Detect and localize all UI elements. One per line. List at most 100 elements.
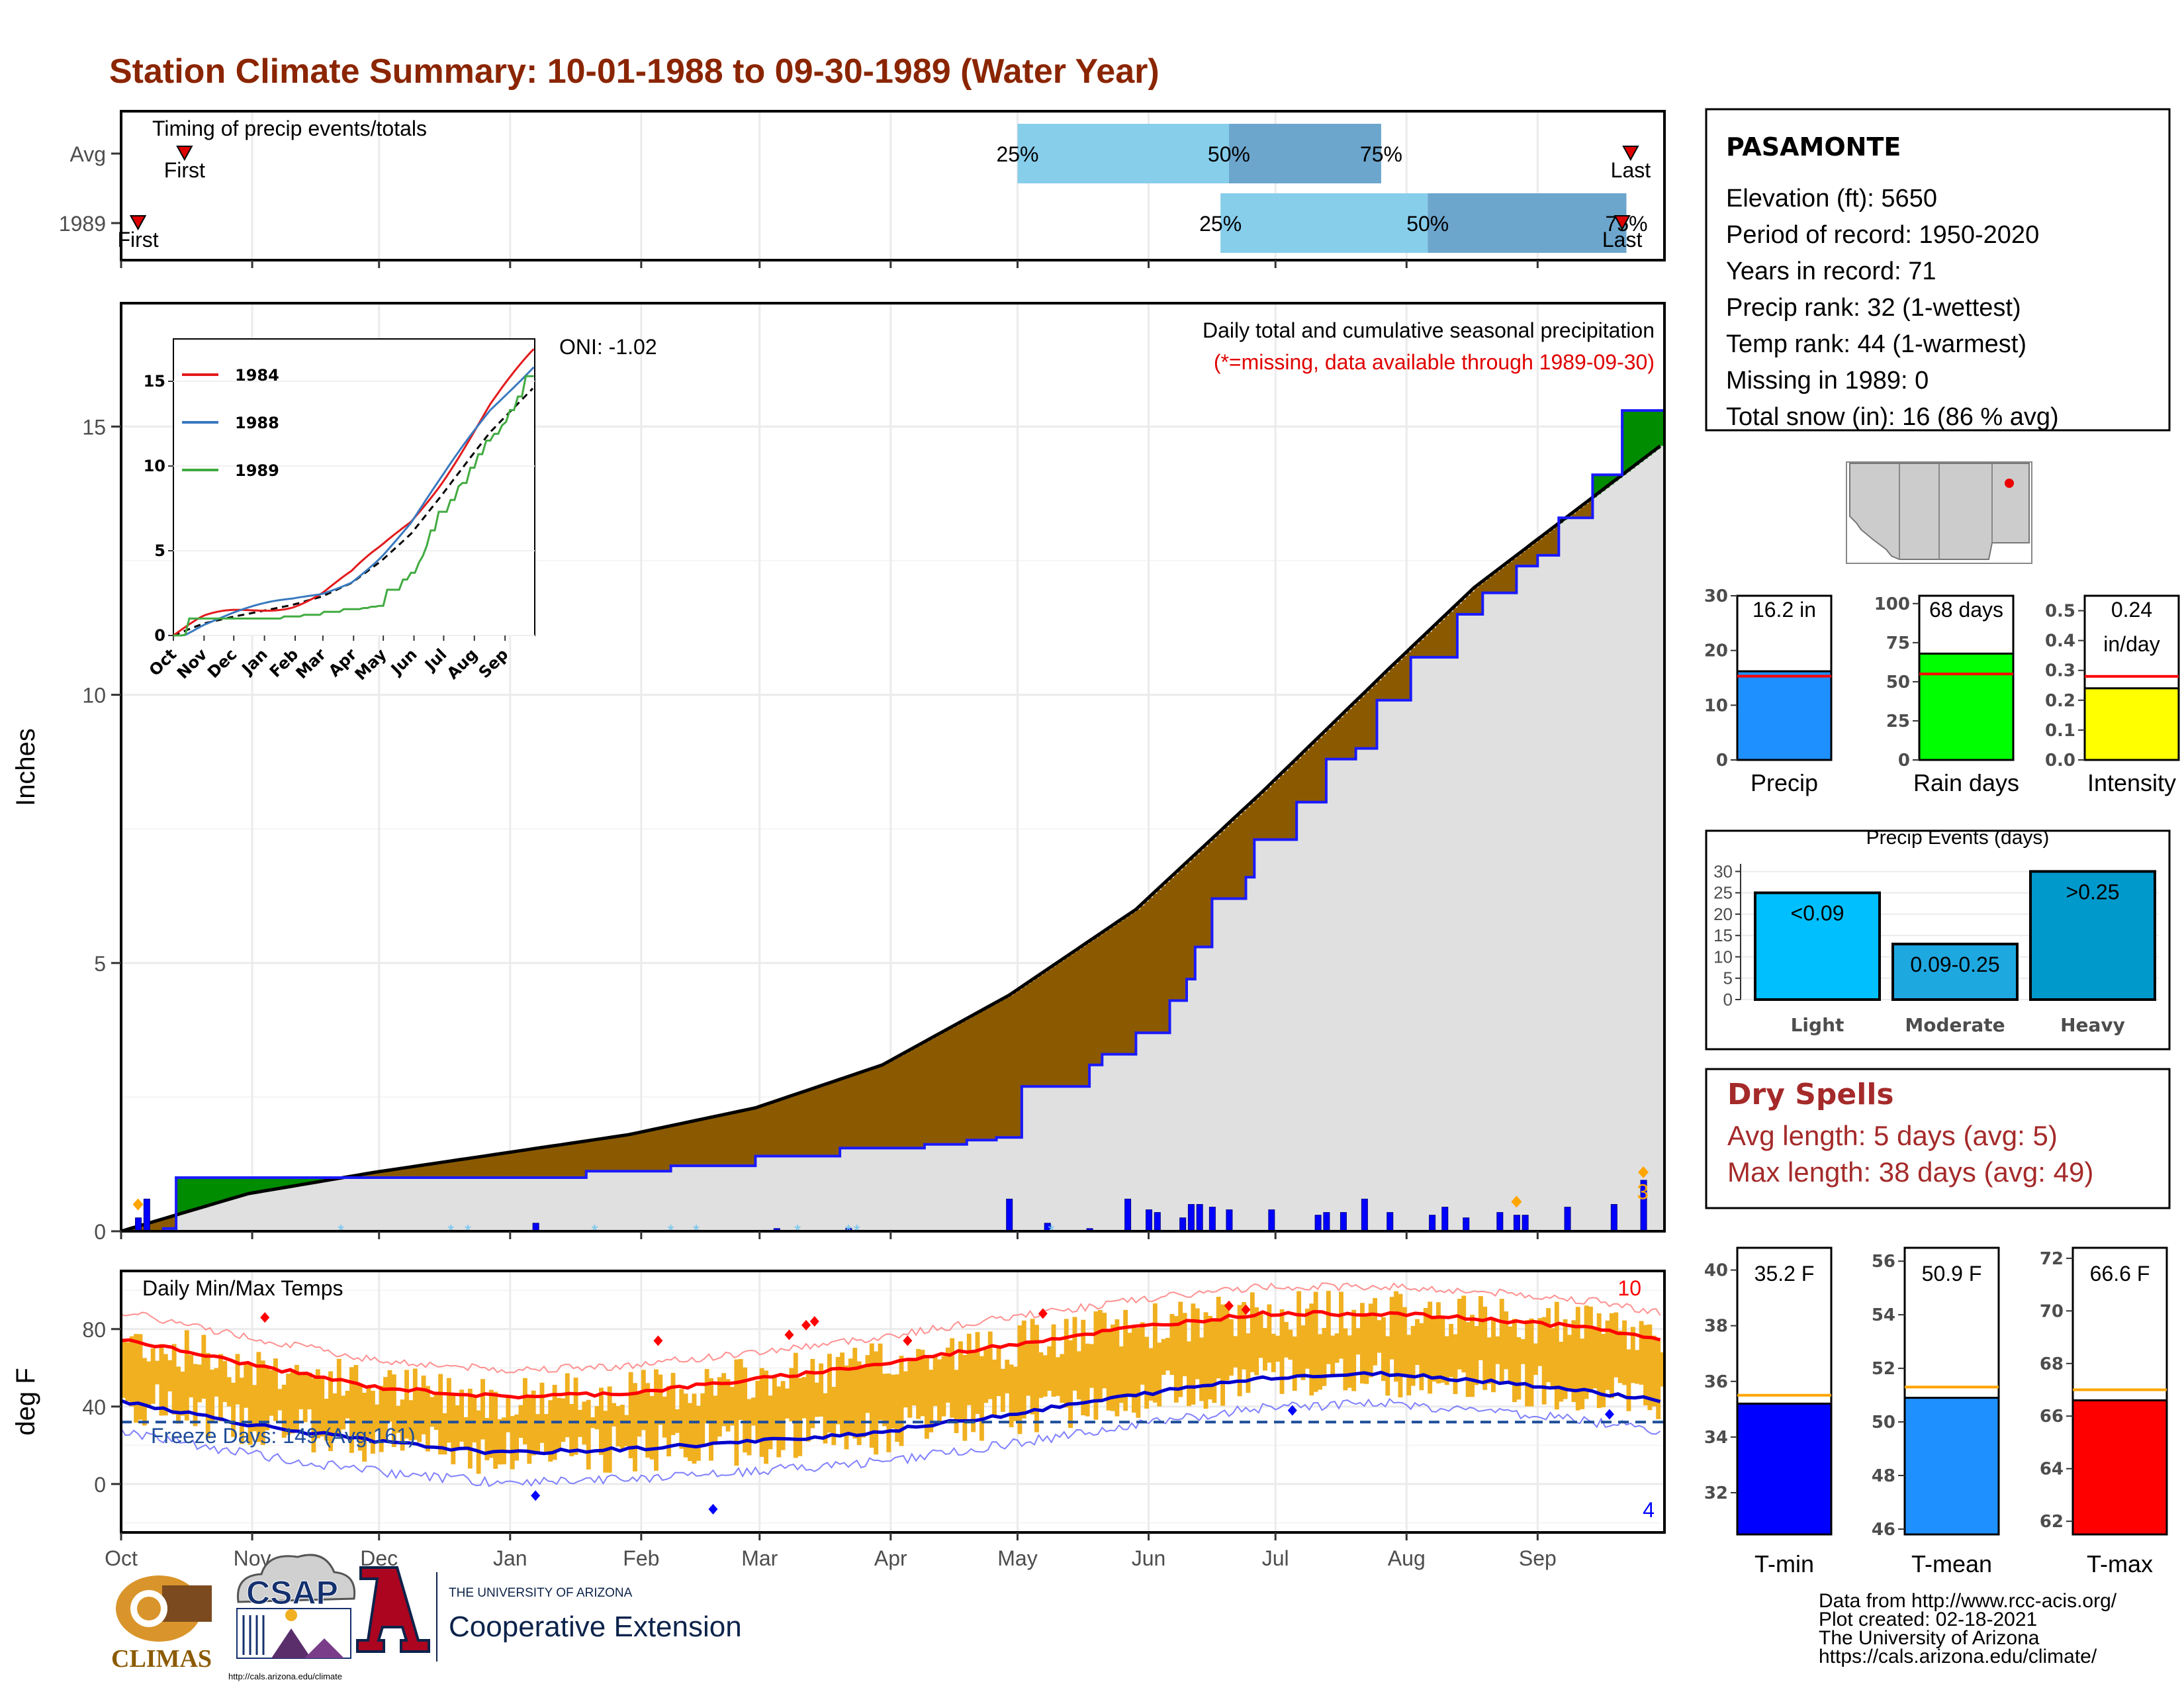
cumulative-fill <box>1115 1054 1120 1231</box>
anomaly-fill <box>387 1170 392 1178</box>
anomaly-fill <box>776 1100 782 1156</box>
daily-temp-bar <box>138 1334 143 1420</box>
cumulative-fill <box>1182 1000 1187 1231</box>
daily-temp-bar <box>1423 1308 1428 1376</box>
daily-temp-bar <box>324 1398 329 1441</box>
daily-temp-bar <box>1089 1344 1094 1388</box>
cumulative-fill <box>628 1171 633 1231</box>
cumulative-fill <box>1042 1086 1048 1231</box>
daily-temp-bar <box>1140 1322 1145 1385</box>
cumulative-fill <box>1304 802 1310 1231</box>
anomaly-fill <box>311 1177 316 1184</box>
record-low-marker <box>708 1503 718 1515</box>
cumulative-fill <box>573 1177 578 1231</box>
anomaly-fill <box>1144 901 1150 1033</box>
daily-temp-bar <box>442 1413 447 1455</box>
anomaly-fill <box>1419 639 1424 657</box>
cumulative-fill <box>1009 1137 1014 1231</box>
daily-temp-bar <box>751 1397 756 1426</box>
cumulative-fill <box>806 1156 811 1231</box>
daily-temp-bar <box>797 1378 803 1456</box>
anomaly-fill <box>1588 500 1593 518</box>
anomaly-fill <box>1453 607 1458 657</box>
cumulative-fill <box>1152 1033 1158 1231</box>
anomaly-fill <box>1584 504 1589 518</box>
daily-temp-bar <box>315 1369 320 1438</box>
anomaly-fill <box>814 1088 819 1156</box>
anomaly-fill <box>1013 992 1019 1138</box>
anomaly-fill <box>645 1131 651 1172</box>
precip-frame <box>120 302 1666 1233</box>
anomaly-fill <box>1271 783 1276 840</box>
cumulative-fill <box>1470 614 1475 1231</box>
daily-precip-bar <box>1314 1215 1322 1232</box>
summary-bar <box>2083 687 2180 761</box>
anomaly-fill <box>649 1130 655 1172</box>
cumulative-fill <box>1072 1086 1077 1231</box>
daily-temp-bar <box>260 1360 265 1445</box>
inset-average-line <box>173 387 534 637</box>
anomaly-fill <box>1351 704 1357 759</box>
cumulative-fill <box>1047 1086 1052 1231</box>
cumulative-fill <box>666 1171 672 1231</box>
anomaly-fill <box>768 1103 773 1156</box>
temp-tick-label: 32 <box>1704 1483 1728 1503</box>
cumulative-fill <box>324 1180 329 1231</box>
daily-temp-bar <box>823 1393 828 1444</box>
quartile-25-label: 25% <box>996 142 1038 166</box>
daily-temp-bar <box>1304 1308 1310 1369</box>
cumulative-fill <box>966 1140 972 1231</box>
daily-temp-bar <box>341 1395 346 1430</box>
cumulative-fill <box>1474 614 1479 1231</box>
daily-precip-bar <box>1006 1198 1013 1232</box>
cumulative-fill <box>793 1156 798 1231</box>
ua-small-label: THE UNIVERSITY OF ARIZONA <box>449 1586 633 1600</box>
daily-temp-bar <box>1406 1335 1412 1396</box>
anomaly-fill <box>467 1158 473 1178</box>
temp-bar-label: T-mean <box>1911 1550 1992 1577</box>
cumulative-fill <box>1191 979 1196 1231</box>
cumulative-fill <box>738 1166 743 1231</box>
daily-temp-bar <box>455 1405 460 1448</box>
anomaly-fill <box>874 1068 879 1149</box>
summary-bar-label: Rain days <box>1913 769 2019 796</box>
cumulative-fill <box>442 1177 447 1231</box>
anomaly-fill <box>835 1080 841 1156</box>
anomaly-fill <box>438 1162 443 1178</box>
summary-tick-label: 30 <box>1704 586 1728 606</box>
cumulative-fill <box>882 1148 887 1231</box>
anomaly-fill <box>248 1177 253 1194</box>
anomaly-fill <box>391 1170 396 1178</box>
anomaly-fill <box>1406 651 1412 700</box>
cumulative-fill <box>248 1194 253 1231</box>
station-info-line: Missing in 1989: 0 <box>1726 367 1929 395</box>
cumulative-fill <box>201 1207 206 1231</box>
anomaly-fill <box>751 1108 756 1166</box>
daily-temp-bar <box>819 1363 824 1417</box>
record-min-line <box>120 1397 1661 1487</box>
cumulative-fill <box>1076 1086 1081 1231</box>
cumulative-fill <box>522 1177 527 1231</box>
cumulative-fill <box>1275 839 1281 1231</box>
anomaly-fill <box>1461 599 1467 615</box>
daily-temp-bar <box>696 1405 701 1461</box>
anomaly-fill <box>747 1109 752 1166</box>
cumulative-fill <box>518 1177 523 1231</box>
summary-bar <box>1736 670 1833 761</box>
timing-row-label: Avg <box>69 142 106 166</box>
summary-tick-label: 75 <box>1886 633 1910 653</box>
daily-temp-bar <box>201 1335 206 1399</box>
anomaly-fill <box>1651 410 1657 453</box>
daily-temp-bar <box>920 1350 925 1417</box>
daily-temp-bar <box>189 1354 194 1397</box>
cumulative-fill <box>1559 523 1564 1231</box>
cumulative-fill <box>1626 471 1631 1231</box>
daily-temp-bar <box>1021 1320 1026 1419</box>
daily-temp-bar <box>958 1341 963 1422</box>
anomaly-fill <box>1026 984 1031 1087</box>
cumulative-fill <box>1089 1064 1095 1231</box>
daily-temp-bar <box>480 1379 485 1440</box>
daily-temp-bar <box>573 1378 578 1455</box>
daily-temp-bar <box>1199 1337 1205 1401</box>
